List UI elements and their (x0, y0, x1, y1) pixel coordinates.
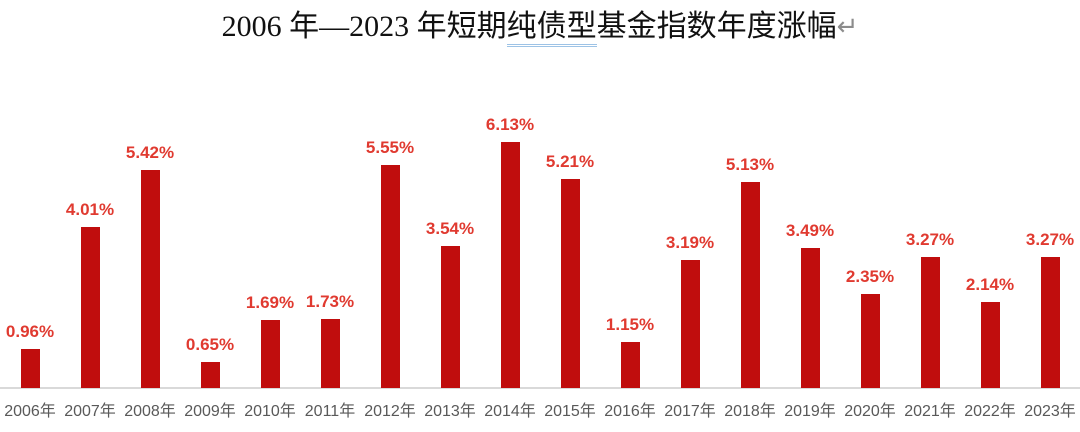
bar-value-label: 3.49% (785, 221, 835, 240)
x-tick-label: 2018年 (724, 403, 776, 420)
x-tick-label: 2007年 (64, 403, 116, 420)
x-tick-label: 2019年 (784, 403, 836, 420)
bar (800, 248, 820, 388)
bar-value-label: 4.01% (65, 200, 115, 219)
bar (440, 246, 460, 388)
chart-title: 2006 年—2023 年短期纯债型基金指数年度涨幅↵ (0, 6, 1080, 48)
bar (260, 320, 280, 388)
bar (980, 302, 1000, 388)
bar (680, 260, 700, 388)
bar-value-label: 1.73% (305, 292, 355, 311)
x-tick-label: 2020年 (844, 403, 896, 420)
title-text-prefix: 2006 年—2023 年短期 (221, 10, 507, 43)
bar-value-label: 0.96% (5, 322, 55, 341)
bar (560, 179, 580, 388)
bar (1040, 257, 1060, 388)
bar (140, 170, 160, 388)
bar-value-label: 3.54% (425, 219, 475, 238)
bar-value-label: 3.27% (905, 230, 955, 249)
title-text-suffix: 基金指数年度涨幅 (596, 10, 837, 43)
bar-value-label: 1.15% (605, 315, 655, 334)
x-tick-label: 2006年 (4, 403, 56, 420)
x-tick-label: 2016年 (604, 403, 656, 420)
bar-value-label: 1.69% (245, 293, 295, 312)
bar-value-label: 5.21% (545, 152, 595, 171)
bar-value-label: 5.42% (125, 143, 175, 162)
bar-value-label: 5.13% (725, 155, 775, 174)
title-text-underlined: 纯债型 (506, 10, 597, 47)
x-tick-label: 2010年 (244, 403, 296, 420)
x-tick-label: 2011年 (304, 403, 356, 420)
bar (620, 342, 640, 388)
bar-value-label: 3.19% (665, 233, 715, 252)
x-tick-label: 2012年 (364, 403, 416, 420)
bar (740, 182, 760, 388)
bar (80, 227, 100, 388)
x-tick-label: 2008年 (124, 403, 176, 420)
x-tick-label: 2015年 (544, 403, 596, 420)
bar-value-label: 2.35% (845, 267, 895, 286)
x-tick-label: 2023年 (1024, 403, 1076, 420)
bar (920, 257, 940, 388)
x-tick-label: 2013年 (424, 403, 476, 420)
x-tick-label: 2009年 (184, 403, 236, 420)
bar-value-label: 2.14% (965, 275, 1015, 294)
bar (380, 165, 400, 388)
bar (860, 294, 880, 388)
bar (200, 362, 220, 388)
x-tick-label: 2021年 (904, 403, 956, 420)
x-tick-label: 2014年 (484, 403, 536, 420)
x-tick-label: 2022年 (964, 403, 1016, 420)
x-tick-label: 2017年 (664, 403, 716, 420)
x-axis-line (0, 387, 1080, 389)
bar-value-label: 6.13% (485, 115, 535, 134)
bar (20, 349, 40, 388)
bar-value-label: 5.55% (365, 138, 415, 157)
bar (320, 319, 340, 388)
bar-value-label: 3.27% (1025, 230, 1075, 249)
bar-value-label: 0.65% (185, 335, 235, 354)
paragraph-return-mark: ↵ (836, 12, 859, 42)
bar (500, 142, 520, 388)
